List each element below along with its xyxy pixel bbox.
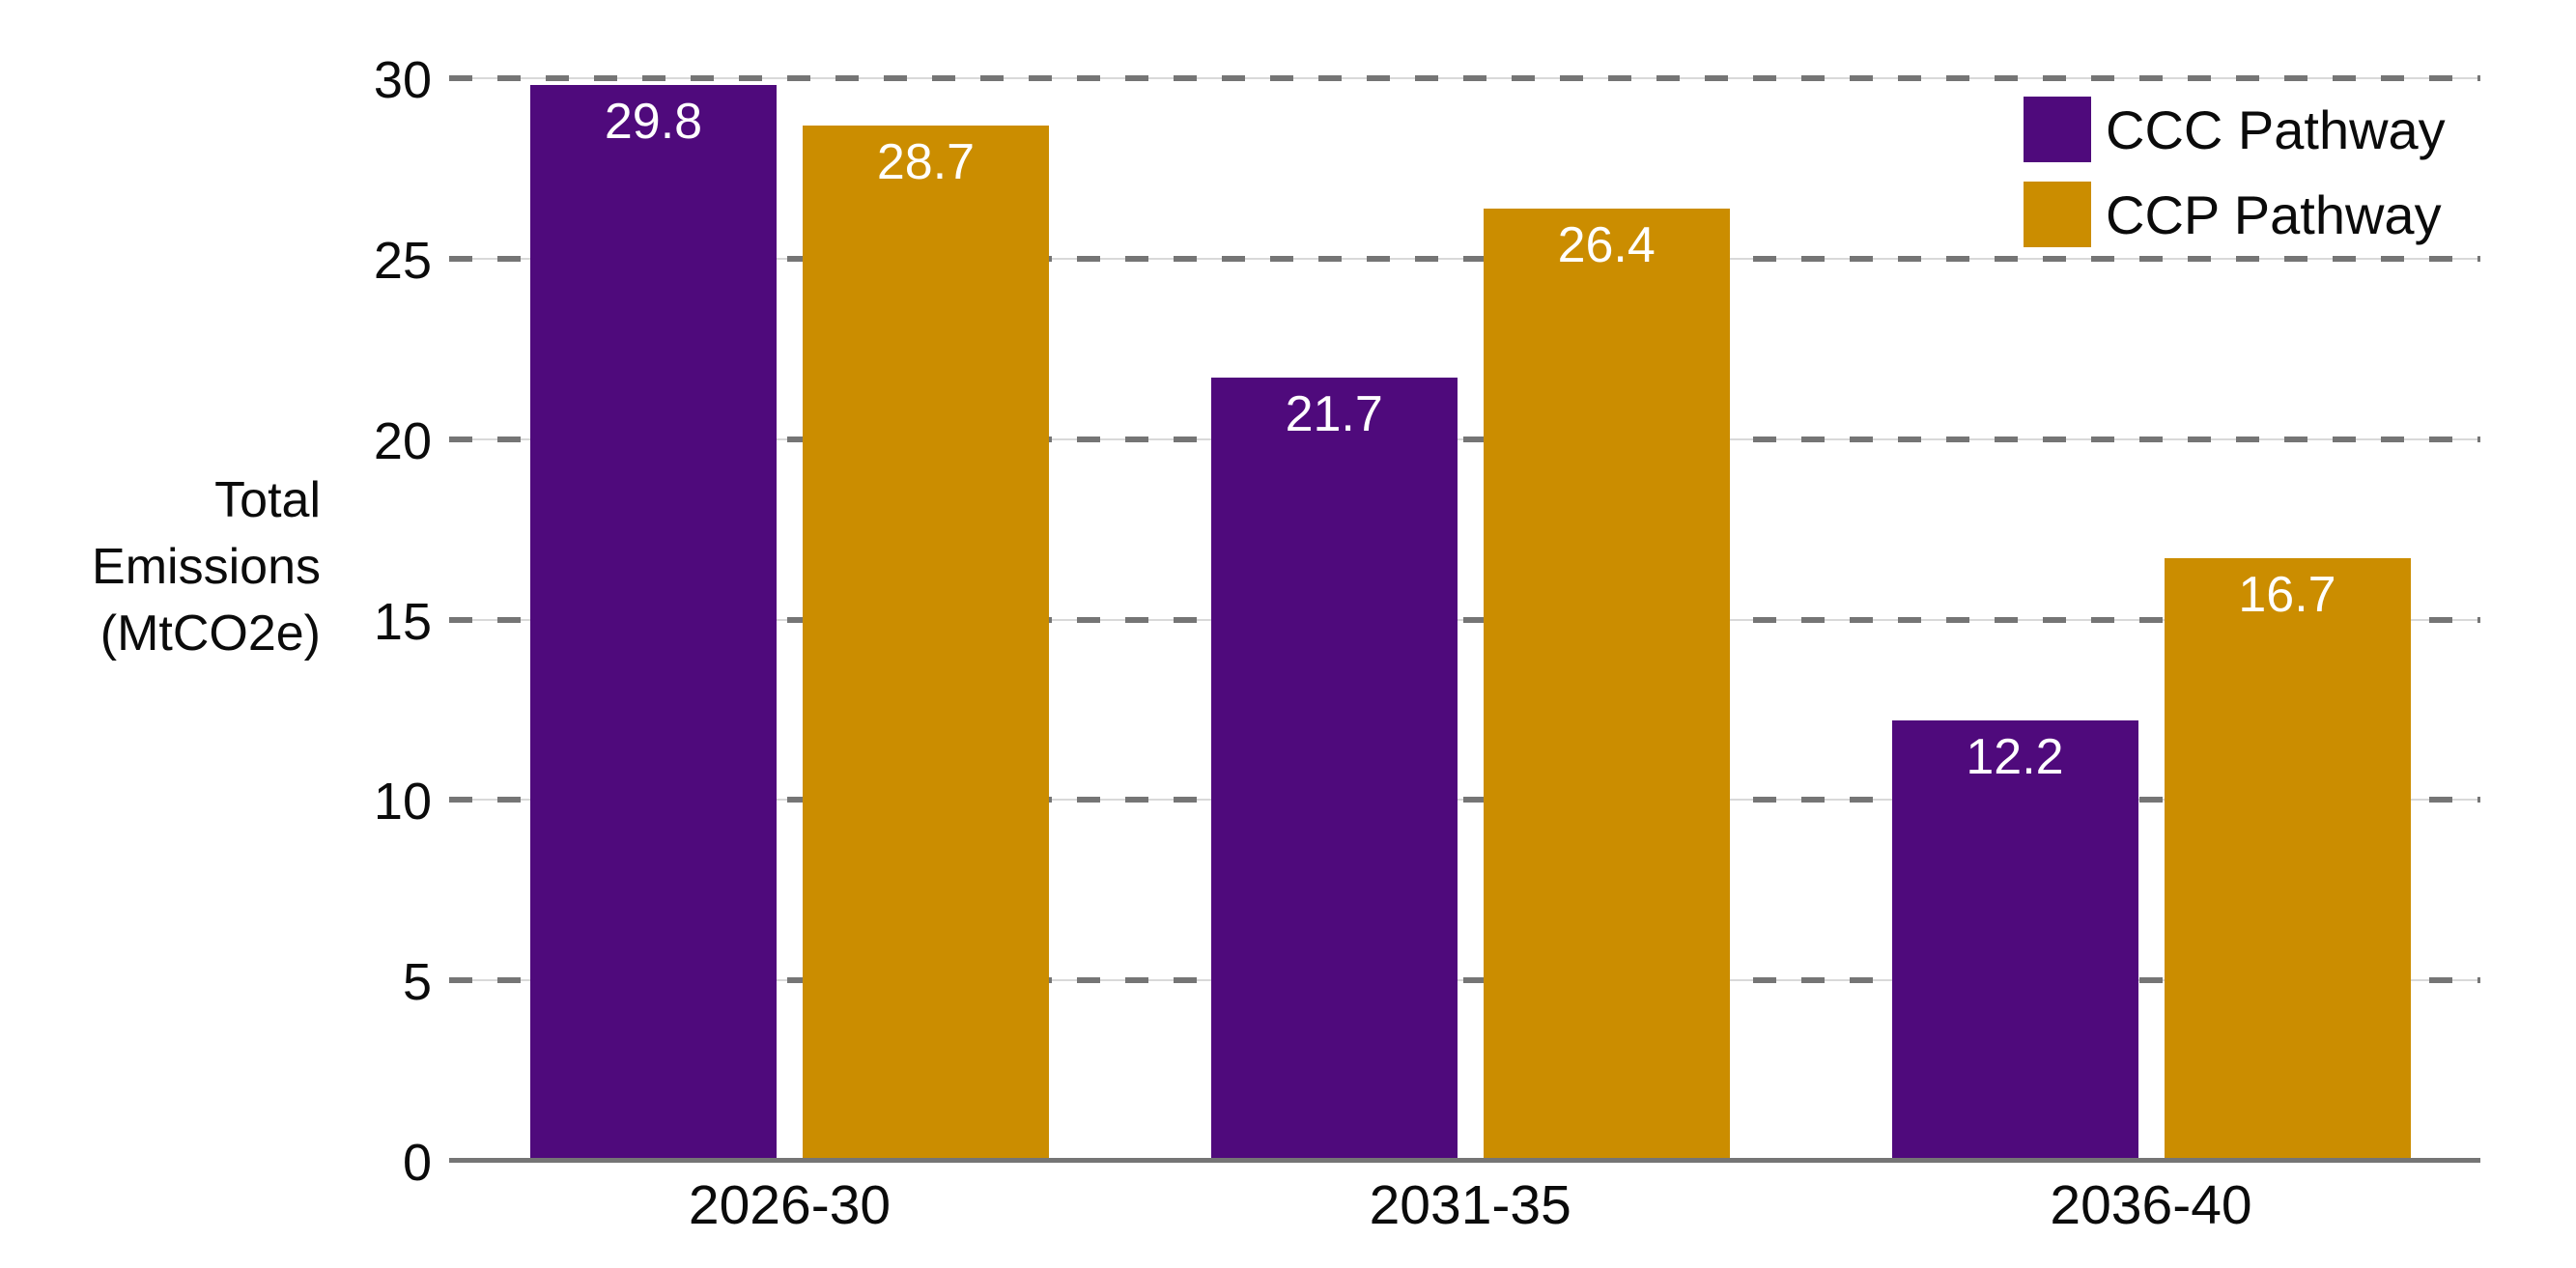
y-axis-title-line: Emissions: [92, 539, 321, 595]
gridline-15: [449, 616, 2480, 623]
bar-value-label: 26.4: [1557, 216, 1656, 273]
y-tick-label-20: 20: [373, 411, 432, 470]
legend-text: CCC Pathway: [2106, 99, 2446, 160]
bar-value-label: 28.7: [876, 133, 976, 190]
y-axis-title: Total Emissions (MtCO2e): [58, 467, 321, 667]
bar-value-label: 12.2: [1966, 729, 2064, 786]
y-tick-label-5: 5: [402, 953, 432, 1012]
y-tick-label-10: 10: [373, 773, 432, 831]
bar-ccp-2036-40: [2164, 557, 2411, 1161]
x-axis-baseline: [449, 1158, 2480, 1163]
bar-value-label: 16.7: [2238, 566, 2336, 623]
y-axis-title-line: (MtCO2e): [99, 606, 321, 662]
bar-ccc-2026-30: [530, 85, 777, 1161]
bar-ccp-2026-30: [803, 125, 1049, 1161]
gridline-5: [449, 977, 2480, 984]
y-tick-label-30: 30: [373, 51, 432, 109]
bar-value-label: 29.8: [604, 94, 703, 151]
x-tick-label-2026-30: 2026-30: [688, 1174, 892, 1236]
gridline-25: [449, 255, 2480, 262]
y-axis-title-line: Total: [214, 472, 321, 528]
y-tick-label-25: 25: [373, 231, 432, 290]
gridline-20: [449, 436, 2480, 442]
legend-swatch-ccp: [2024, 182, 2091, 247]
bar-value-label: 21.7: [1285, 386, 1383, 443]
legend-label-ccp: CCP Pathway: [2106, 182, 2442, 247]
gridline-30: [449, 75, 2480, 81]
bar-ccc-2031-35: [1210, 378, 1458, 1161]
bar-ccp-2031-35: [1483, 208, 1730, 1161]
bar-ccc-2036-40: [1891, 720, 2138, 1161]
legend-label-ccc: CCC Pathway: [2106, 97, 2446, 162]
legend-swatch-ccc: [2024, 97, 2091, 162]
y-tick-label-15: 15: [373, 592, 432, 651]
gridline-10: [449, 797, 2480, 803]
x-tick-label-2036-40: 2036-40: [2050, 1174, 2252, 1236]
x-tick-label-2031-35: 2031-35: [1369, 1174, 1571, 1236]
y-tick-label-0: 0: [402, 1134, 432, 1192]
legend-text: CCP Pathway: [2106, 183, 2442, 245]
